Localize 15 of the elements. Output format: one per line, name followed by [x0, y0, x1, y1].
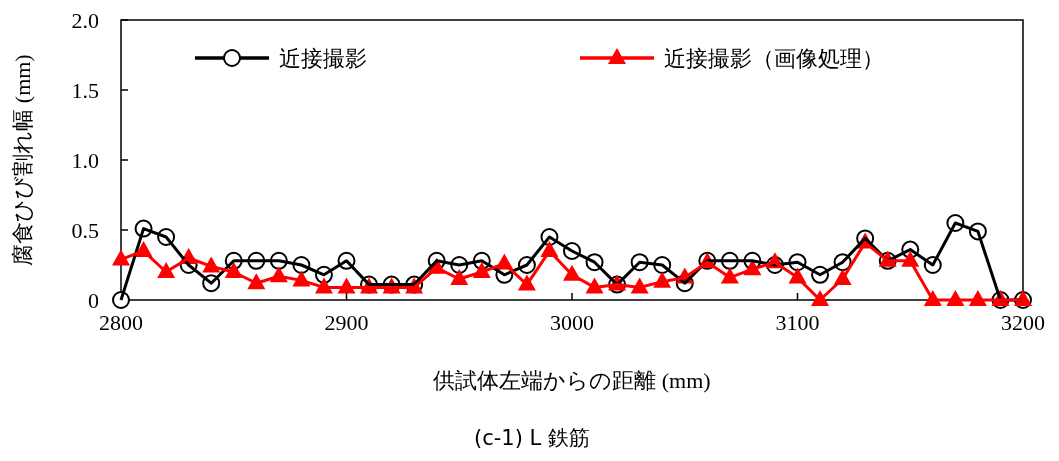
y-tick-label: 1.0	[71, 148, 99, 173]
legend-label: 近接撮影（画像処理）	[664, 46, 884, 71]
y-tick-label: 2.0	[71, 8, 99, 33]
y-tick-label: 0.5	[71, 218, 99, 243]
y-tick-label: 0	[88, 288, 99, 313]
text: (c-1) L 鉄筋	[474, 426, 590, 450]
x-tick-label: 2800	[99, 310, 143, 335]
legend-label: 近接撮影	[279, 46, 367, 71]
x-tick-label: 3200	[1001, 310, 1045, 335]
y-tick-label: 1.5	[71, 78, 99, 103]
x-tick-label: 3100	[775, 310, 820, 335]
x-tick-label: 2900	[324, 310, 369, 335]
y-axis-title: 腐食ひび割れ幅 (mm)	[10, 54, 35, 266]
x-axis-title: 供試体左端からの距離 (mm)	[433, 368, 711, 393]
x-tick-label: 3000	[550, 310, 594, 335]
